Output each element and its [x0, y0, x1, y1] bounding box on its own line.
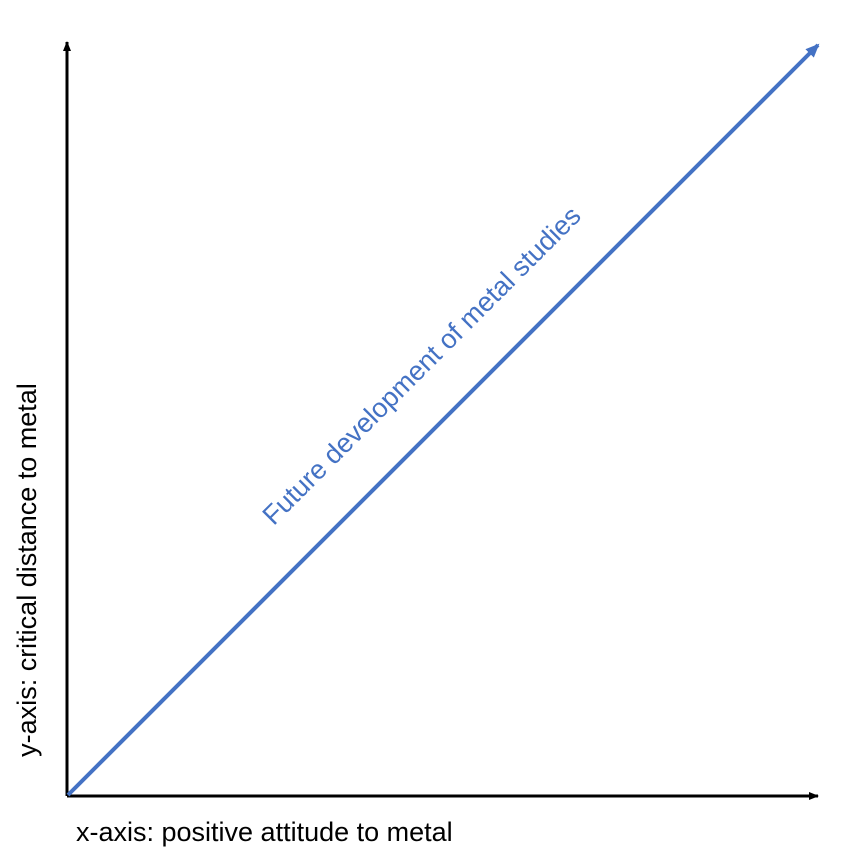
trend-arrow	[66, 43, 820, 797]
trend-label: Future development of metal studies	[257, 201, 587, 531]
y-axis-label: y-axis: critical distance to metal	[12, 383, 42, 757]
x-axis-label: x-axis: positive attitude to metal	[76, 817, 453, 847]
